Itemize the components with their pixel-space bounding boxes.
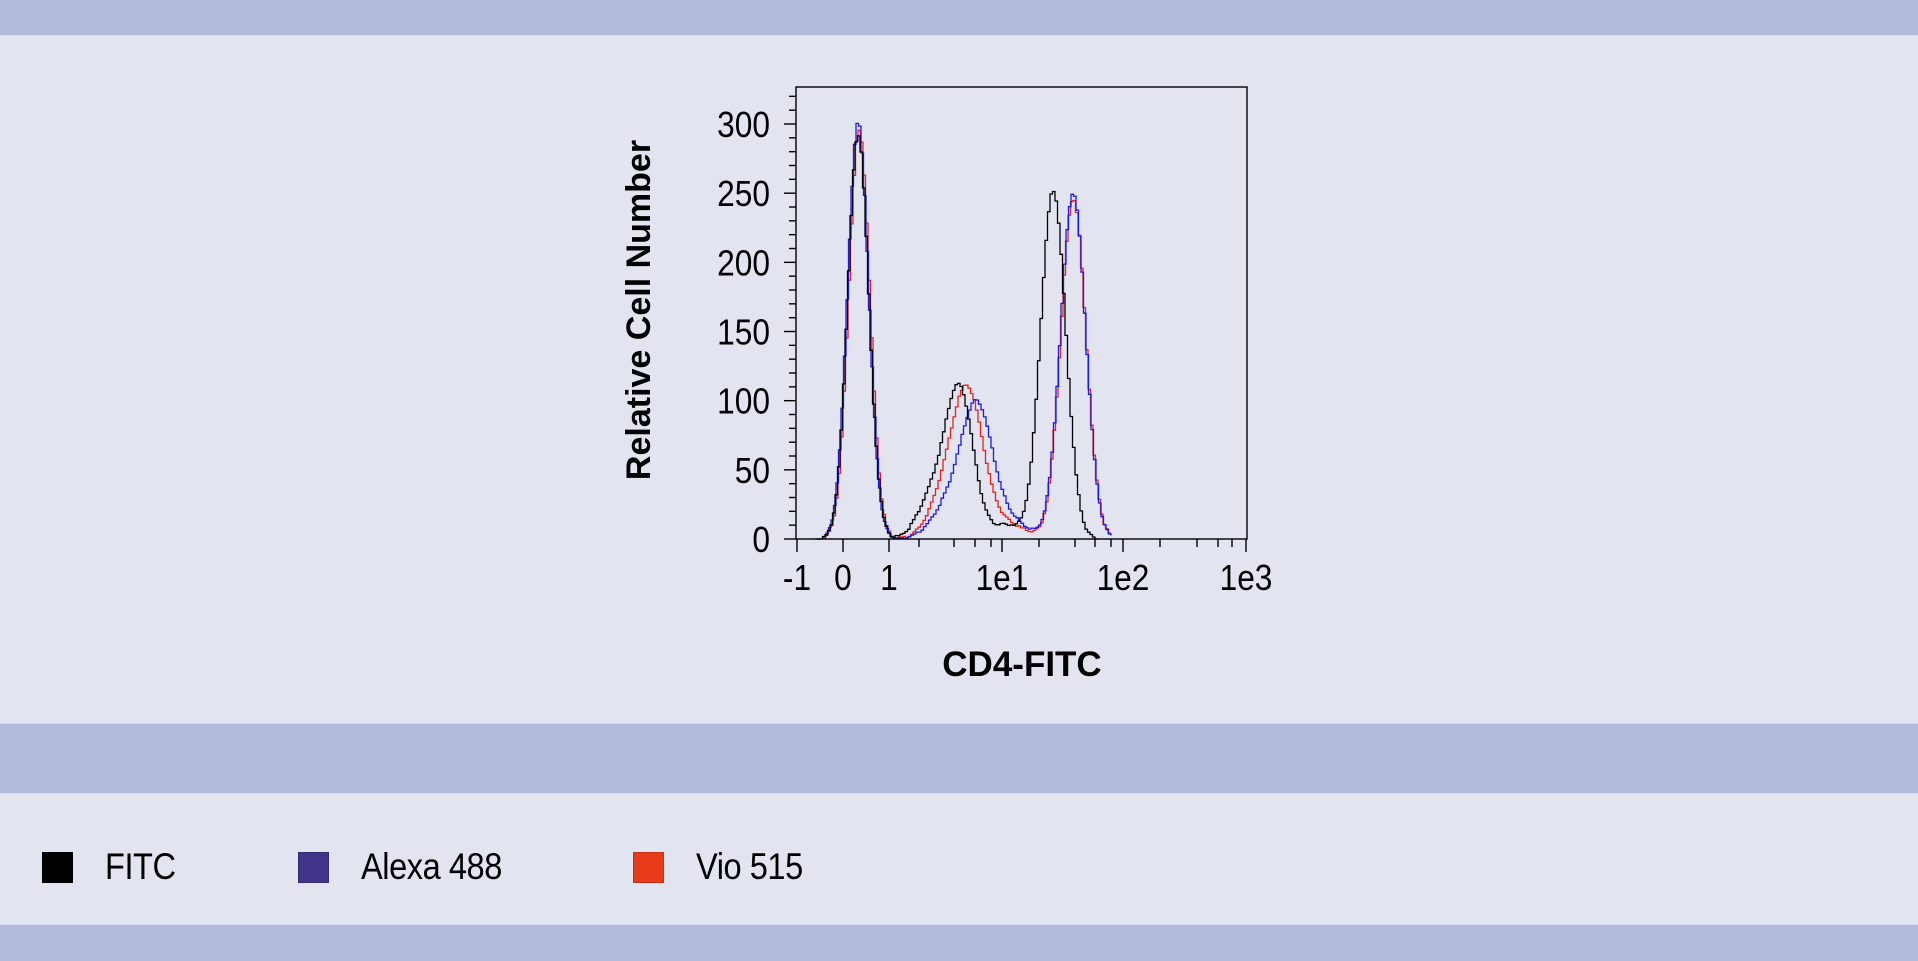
legend-label: Vio 515 [696, 846, 803, 887]
legend-swatch-vio-515 [633, 851, 664, 883]
y-tick-label: 200 [717, 243, 770, 283]
top-band [0, 0, 1918, 36]
legend-label: FITC [105, 846, 176, 887]
x-axis: -1 0 1 1e1 1e2 1e3 [783, 539, 1272, 598]
x-axis-title: CD4-FITC [942, 645, 1101, 684]
x-tick-label: 1e3 [1220, 558, 1273, 598]
bottom-band [0, 924, 1918, 961]
legend-swatch-fitc [42, 851, 73, 883]
x-tick-label: 1e2 [1097, 558, 1150, 598]
legend-item-vio-515: Vio 515 [633, 846, 817, 887]
y-tick-label: 50 [735, 451, 770, 491]
histogram-curves [815, 122, 1112, 540]
legend-swatch-alexa-488 [298, 851, 329, 883]
legend-item-fitc: FITC [42, 846, 185, 887]
histogram-curve-fitc [815, 135, 1099, 540]
y-tick-label: 150 [717, 313, 770, 353]
x-tick-label: -1 [783, 558, 811, 598]
legend: FITC Alexa 488 Vio 515 [0, 846, 1918, 887]
legend-item-alexa-488: Alexa 488 [298, 846, 521, 887]
x-tick-label: 1 [880, 558, 898, 598]
y-axis: 0 50 100 150 200 250 300 [717, 95, 796, 560]
y-axis-title: Relative Cell Number [620, 140, 658, 480]
histogram-curve-vio-515 [818, 129, 1112, 540]
x-tick-label: 0 [834, 558, 852, 598]
y-tick-label: 100 [717, 382, 770, 422]
legend-label: Alexa 488 [361, 846, 502, 887]
y-tick-label: 0 [752, 520, 770, 560]
middle-band [0, 723, 1918, 794]
plot-frame [795, 86, 1248, 540]
y-tick-label: 250 [717, 174, 770, 214]
y-tick-label: 300 [717, 105, 770, 145]
x-tick-label: 1e1 [976, 558, 1029, 598]
histogram-curve-alexa-488 [816, 122, 1112, 540]
